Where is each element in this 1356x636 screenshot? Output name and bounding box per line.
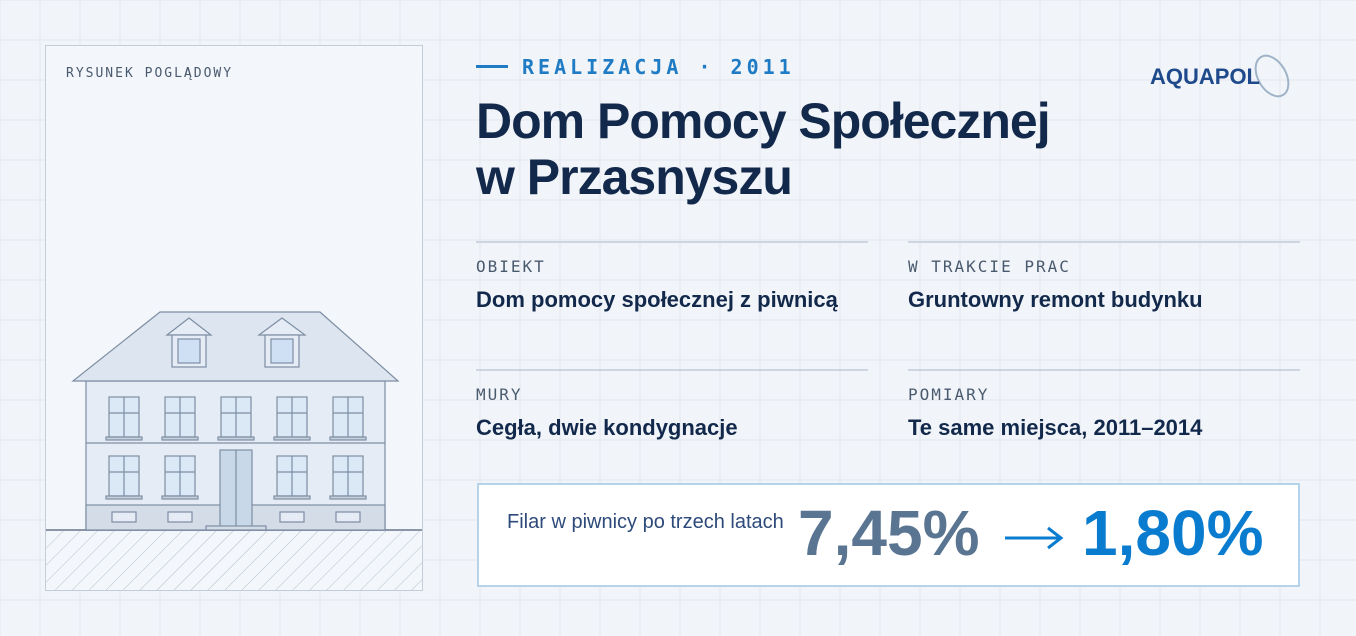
house-illustration bbox=[161, 436, 199, 441]
house-illustration bbox=[105, 436, 143, 441]
drawing-panel bbox=[46, 530, 422, 590]
result-box bbox=[477, 483, 1300, 587]
eyebrow-rule bbox=[476, 65, 508, 68]
result-box bbox=[477, 483, 1300, 587]
result-before: 7,45% bbox=[798, 497, 980, 569]
house-illustration bbox=[279, 511, 305, 523]
fact-divider bbox=[476, 369, 868, 371]
fact-divider bbox=[908, 369, 1300, 371]
result-caption: Filar w piwnicy po trzech latach bbox=[507, 511, 784, 533]
eyebrow-rule bbox=[476, 65, 508, 68]
house-illustration bbox=[329, 495, 367, 500]
logo: AQUAPOL bbox=[1150, 64, 1260, 89]
house-illustration bbox=[273, 495, 311, 500]
house-illustration bbox=[177, 338, 201, 364]
house-illustration bbox=[71, 311, 400, 382]
fact-divider bbox=[908, 241, 1300, 243]
house-illustration bbox=[217, 436, 255, 441]
fact-value: Dom pomocy społecznej z piwnicą bbox=[476, 287, 838, 312]
eyebrow: REALIZACJA · 2011 bbox=[522, 55, 795, 79]
result-box bbox=[1005, 526, 1064, 550]
house-illustration bbox=[273, 436, 311, 441]
result-after: 1,80% bbox=[1082, 497, 1264, 569]
fact-divider bbox=[476, 241, 868, 243]
fact-value: Gruntowny remont budynku bbox=[908, 287, 1203, 312]
logo-orbit bbox=[1254, 54, 1290, 98]
house-illustration bbox=[167, 511, 193, 523]
fact-label: MURY bbox=[476, 385, 523, 404]
house-illustration bbox=[335, 511, 361, 523]
logo-orbit bbox=[1254, 54, 1290, 98]
panel-label: RYSUNEK POGLĄDOWY bbox=[66, 66, 234, 81]
house-illustration bbox=[111, 511, 137, 523]
fact-label: POMIARY bbox=[908, 385, 990, 404]
house-illustration bbox=[105, 495, 143, 500]
fact-value: Te same miejsca, 2011–2014 bbox=[908, 415, 1203, 440]
house-illustration bbox=[329, 436, 367, 441]
house-illustration bbox=[205, 525, 267, 531]
house-illustration bbox=[270, 338, 294, 364]
fact-value: Cegła, dwie kondygnacje bbox=[476, 415, 738, 440]
title-line: w Przasnyszu bbox=[476, 149, 793, 205]
house-illustration bbox=[71, 311, 400, 531]
fact-label: W TRAKCIE PRAC bbox=[908, 257, 1071, 276]
title-line: Dom Pomocy Społecznej bbox=[476, 93, 1051, 149]
house-illustration bbox=[161, 495, 199, 500]
fact-label: OBIEKT bbox=[476, 257, 546, 276]
